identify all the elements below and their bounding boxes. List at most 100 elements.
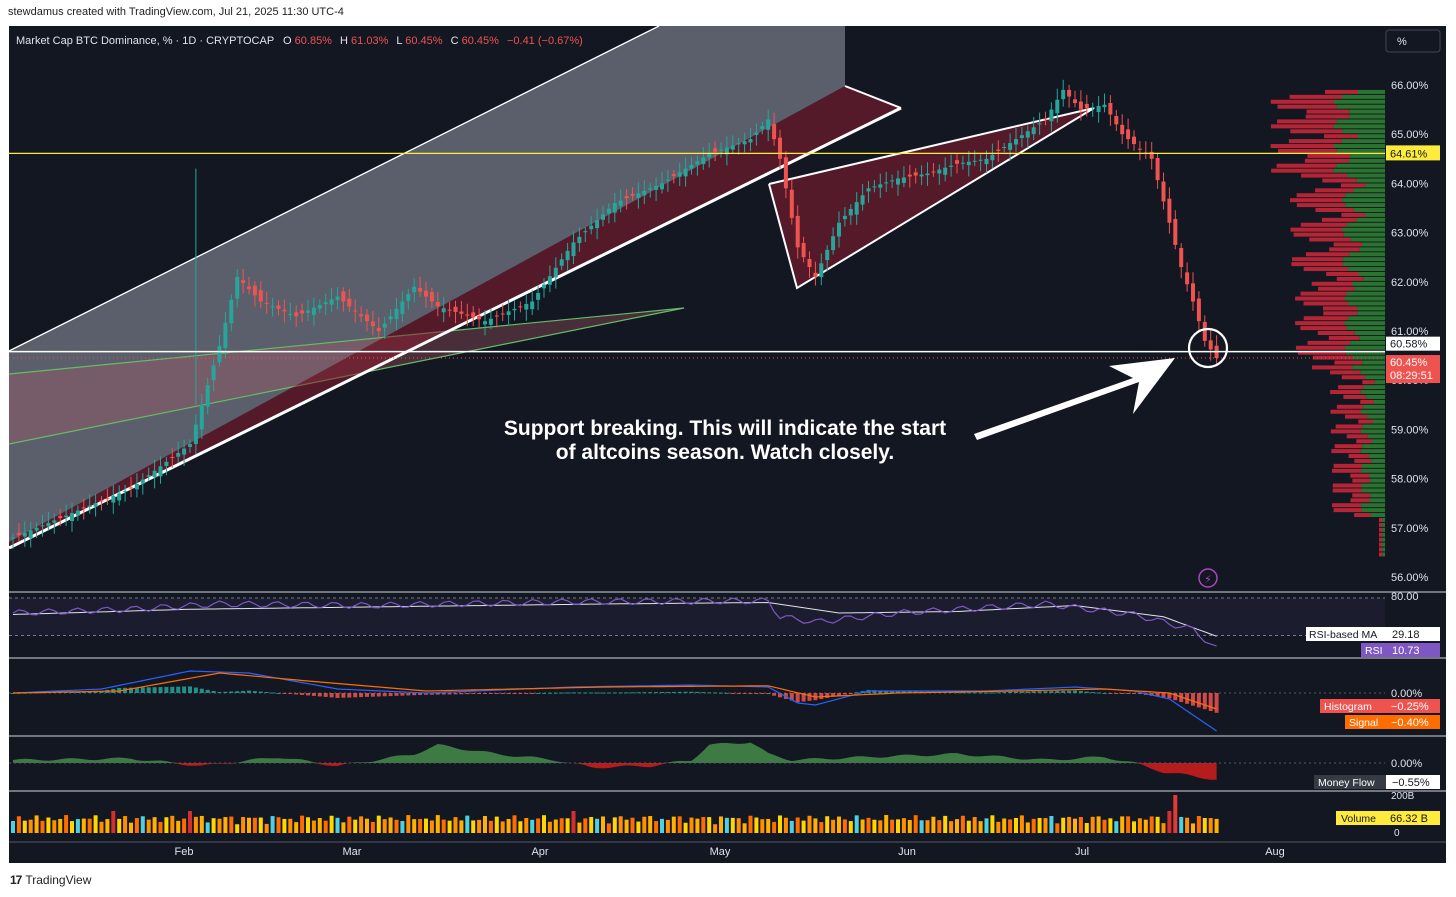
candle-body[interactable] [211, 365, 216, 381]
candle-body[interactable] [754, 132, 759, 135]
rising-support-line[interactable] [9, 106, 902, 550]
candle-body[interactable] [223, 322, 228, 348]
candle-body[interactable] [772, 123, 777, 140]
candle-body[interactable] [424, 290, 428, 297]
candle-body[interactable] [294, 312, 299, 317]
candles[interactable] [11, 79, 1219, 550]
candle-body[interactable] [300, 310, 305, 314]
candle-body[interactable] [34, 527, 39, 531]
candle-body[interactable] [1191, 283, 1195, 302]
candle-body[interactable] [70, 513, 74, 522]
candle-body[interactable] [288, 313, 293, 316]
support-channel-edge[interactable] [844, 85, 902, 109]
candle-body[interactable] [471, 312, 476, 318]
candle-body[interactable] [1019, 135, 1024, 138]
candle-body[interactable] [317, 304, 322, 309]
candle-body[interactable] [955, 160, 959, 164]
candle-body[interactable] [1196, 298, 1201, 322]
candle-body[interactable] [730, 145, 735, 150]
candle-body[interactable] [483, 321, 487, 325]
candle-body[interactable] [453, 306, 458, 312]
candle-body[interactable] [736, 143, 741, 145]
lightning-icon[interactable] [1198, 568, 1218, 588]
candle-body[interactable] [913, 172, 918, 176]
candle-body[interactable] [553, 267, 558, 278]
candle-body[interactable] [477, 315, 482, 320]
candle-body[interactable] [742, 141, 747, 145]
candle-body[interactable] [441, 308, 446, 313]
candle-body[interactable] [713, 148, 718, 152]
candle-body[interactable] [1043, 118, 1048, 120]
candle-body[interactable] [801, 243, 806, 258]
candle-body[interactable] [931, 171, 936, 173]
candle-body[interactable] [58, 515, 63, 518]
candle-body[interactable] [813, 272, 818, 277]
candle-body[interactable] [1084, 103, 1089, 109]
candle-body[interactable] [577, 236, 582, 243]
candle-body[interactable] [654, 185, 659, 190]
candle-body[interactable] [571, 242, 576, 257]
candle-body[interactable] [247, 286, 251, 290]
candle-body[interactable] [949, 165, 954, 167]
candle-body[interactable] [984, 158, 989, 165]
candle-body[interactable] [341, 291, 346, 302]
candle-body[interactable] [252, 285, 257, 296]
candle-body[interactable] [81, 507, 86, 509]
candle-body[interactable] [87, 505, 92, 507]
candle-body[interactable] [642, 190, 647, 196]
candle-body[interactable] [606, 208, 611, 214]
candle-body[interactable] [724, 147, 729, 155]
candle-body[interactable] [129, 487, 133, 489]
candle-body[interactable] [612, 203, 617, 213]
candle-body[interactable] [1155, 157, 1160, 181]
candle-body[interactable] [589, 225, 594, 230]
candle-body[interactable] [595, 219, 600, 229]
money-flow-pane[interactable] [9, 742, 1385, 780]
candle-body[interactable] [217, 345, 222, 363]
candle-body[interactable] [388, 316, 393, 320]
candle-body[interactable] [1120, 124, 1125, 135]
candle-body[interactable] [353, 310, 358, 312]
candle-body[interactable] [972, 160, 977, 162]
candle-body[interactable] [1137, 148, 1142, 150]
rsi-ma-line[interactable] [12, 601, 1217, 637]
candle-body[interactable] [536, 293, 541, 300]
candle-body[interactable] [335, 296, 340, 301]
candle-body[interactable] [795, 215, 800, 248]
candle-body[interactable] [978, 159, 983, 161]
candle-body[interactable] [1061, 89, 1066, 100]
trend-channel[interactable] [9, 26, 845, 542]
candle-body[interactable] [530, 301, 535, 310]
candle-body[interactable] [40, 525, 45, 527]
candle-body[interactable] [624, 196, 629, 199]
candle-body[interactable] [547, 276, 552, 285]
candle-body[interactable] [264, 302, 269, 304]
candle-body[interactable] [618, 200, 623, 206]
candle-body[interactable] [648, 188, 653, 190]
candle-body[interactable] [919, 174, 924, 177]
candle-body[interactable] [1031, 127, 1036, 135]
candle-body[interactable] [778, 137, 782, 159]
candle-body[interactable] [506, 311, 511, 315]
breakdown-circle[interactable] [1187, 327, 1229, 369]
candle-body[interactable] [146, 475, 151, 477]
candle-body[interactable] [925, 173, 930, 176]
candle-body[interactable] [16, 532, 21, 536]
candle-body[interactable] [518, 306, 523, 308]
candle-body[interactable] [748, 139, 753, 143]
candle-body[interactable] [695, 161, 700, 165]
candle-body[interactable] [429, 291, 434, 302]
candle-body[interactable] [329, 299, 334, 305]
candle-body[interactable] [394, 308, 399, 319]
candle-body[interactable] [418, 288, 423, 292]
candle-body[interactable] [1049, 109, 1054, 122]
candle-body[interactable] [807, 259, 812, 268]
candle-body[interactable] [46, 522, 51, 527]
candle-body[interactable] [170, 456, 175, 458]
annotation-arrow[interactable] [974, 358, 1175, 440]
candle-body[interactable] [193, 424, 198, 445]
candle-body[interactable] [270, 306, 275, 308]
macd-line[interactable] [12, 670, 1217, 732]
candle-body[interactable] [1102, 104, 1107, 108]
candle-body[interactable] [406, 294, 411, 301]
